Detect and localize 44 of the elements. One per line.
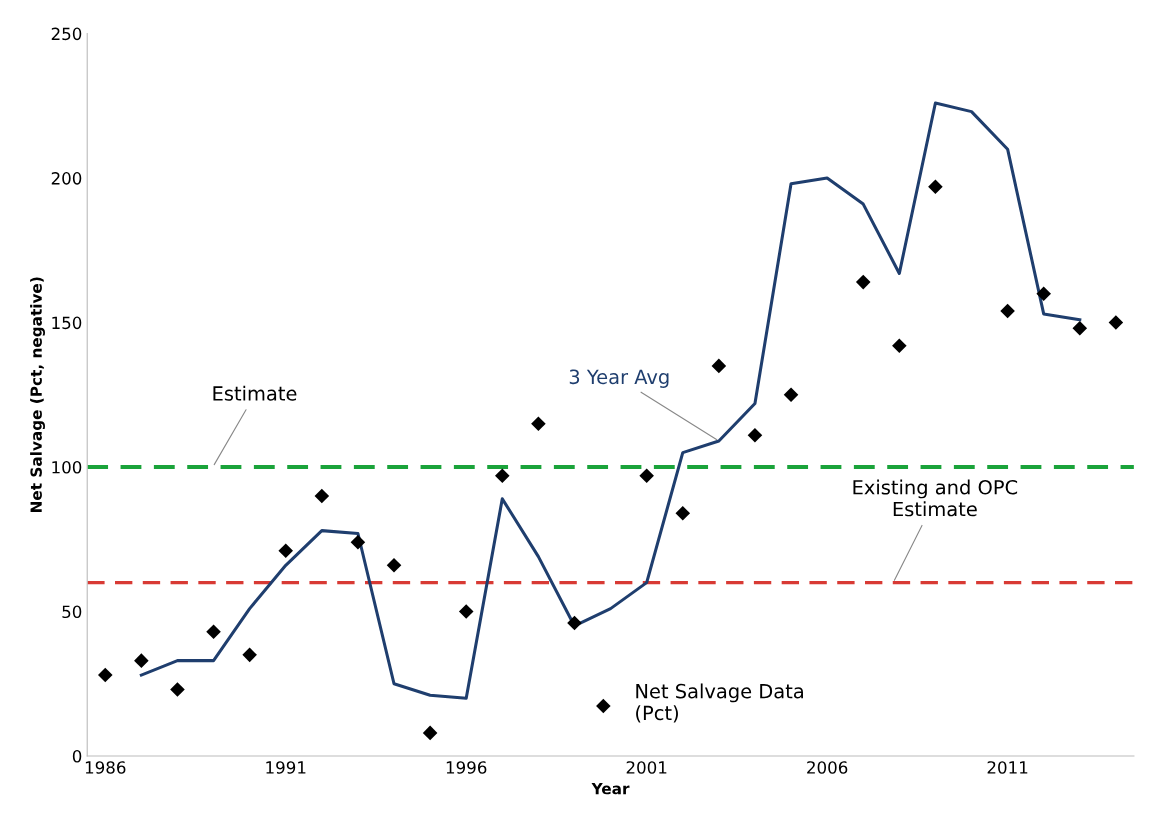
point (1108, 315, 1124, 330)
y-tick-label: 200 (51, 172, 82, 185)
x-tick-label: 1996 (446, 761, 487, 774)
point (747, 427, 763, 443)
point (278, 543, 294, 559)
text: 3 Year Avg (569, 369, 669, 388)
x-tick-label: 1991 (266, 761, 306, 774)
point (134, 653, 149, 668)
point (783, 387, 799, 403)
point (242, 647, 257, 663)
ref-line-label: Estimate (213, 385, 297, 401)
point (97, 667, 113, 683)
x-tick-label: 2011 (987, 761, 1028, 774)
x-tick-label: 2001 (626, 761, 667, 774)
point (1036, 286, 1051, 301)
point (892, 338, 907, 353)
point (928, 179, 943, 195)
y-tick-label: 250 (51, 27, 82, 41)
x-tick-label: 1986 (85, 761, 126, 774)
x-tick-label: 2006 (807, 761, 848, 774)
point (350, 534, 366, 550)
y-tick-label: 150 (52, 316, 82, 330)
y-tick-label: 50 (62, 605, 82, 619)
point (206, 624, 221, 640)
point (855, 274, 871, 290)
point (422, 725, 438, 741)
point (675, 505, 691, 521)
point (386, 558, 402, 573)
legend-label: Net Salvage Data (Pct) (636, 683, 803, 723)
point (1000, 303, 1015, 319)
x-axis-title: Year (591, 783, 630, 795)
point (314, 488, 330, 504)
y-axis-title: Net Salvage (Pct, negative) (30, 277, 45, 512)
ref-line-label: Existing and OPC Estimate (853, 479, 1018, 517)
y-tick-label: 0 (72, 749, 82, 763)
point (531, 416, 546, 431)
point (567, 615, 582, 631)
point (1072, 321, 1088, 336)
point (170, 682, 185, 697)
point (711, 358, 727, 374)
point (639, 468, 654, 483)
y-tick-label: 100 (52, 461, 82, 474)
point (495, 468, 510, 483)
point (458, 604, 474, 619)
